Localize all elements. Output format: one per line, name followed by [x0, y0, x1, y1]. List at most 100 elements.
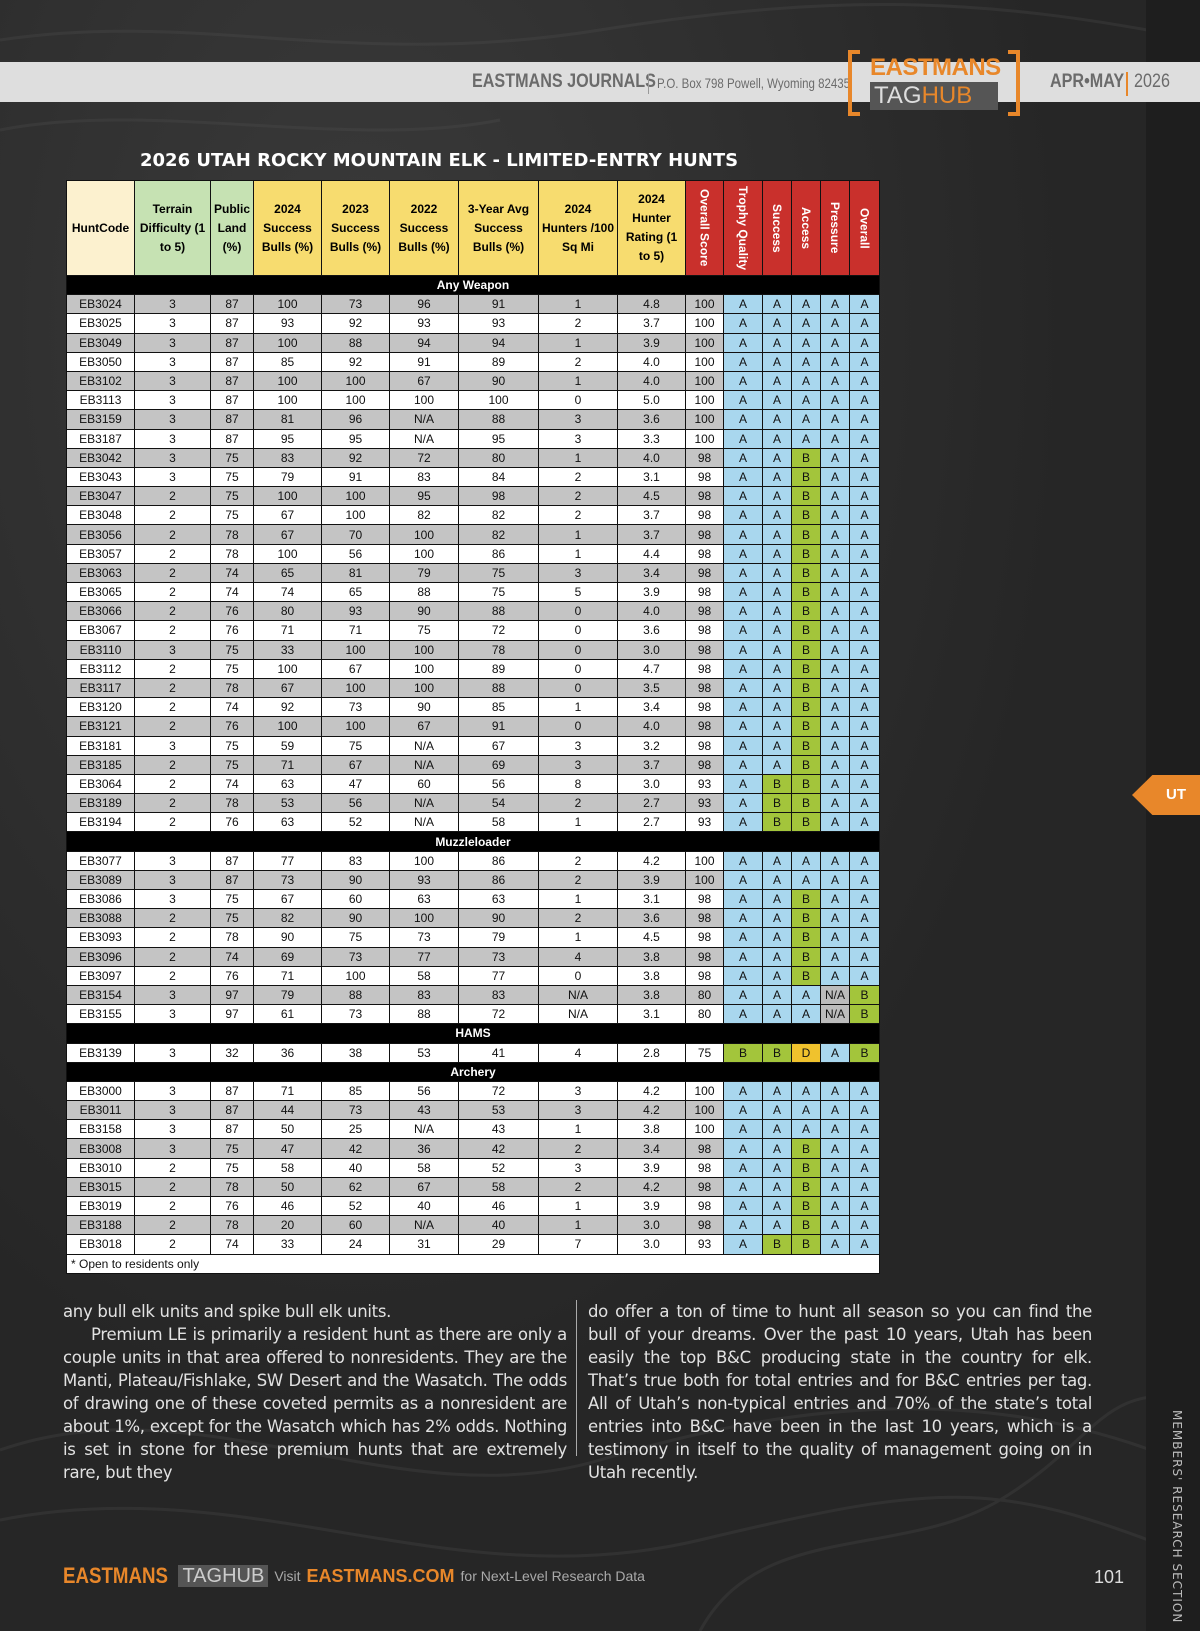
- table-cell: 3: [134, 370, 211, 392]
- grade-cell: A: [762, 869, 792, 891]
- grade-cell: B: [791, 505, 821, 526]
- divider: [1126, 72, 1128, 96]
- table-cell: N/A: [389, 793, 459, 814]
- table-cell: 54: [458, 793, 539, 814]
- table-cell: 83: [389, 466, 459, 488]
- address: P.O. Box 798 Powell, Wyoming 82435: [657, 75, 851, 91]
- hunt-code: EB3113: [66, 390, 135, 411]
- table-cell: 1: [538, 697, 618, 718]
- table-cell: 100: [253, 716, 322, 737]
- page-number: 101: [1094, 1567, 1125, 1587]
- grade-cell: B: [791, 754, 821, 775]
- column-header: Success: [762, 180, 792, 276]
- table-cell: 58: [458, 1176, 539, 1198]
- table-cell: 100: [253, 486, 322, 507]
- grade-cell: A: [762, 620, 792, 641]
- grade-cell: A: [723, 754, 763, 775]
- grade-cell: A: [762, 505, 792, 526]
- column-header-label: Trophy Quality: [736, 185, 750, 270]
- grade-cell: A: [762, 735, 792, 756]
- table-cell: 2: [538, 1138, 618, 1159]
- table-cell: 100: [685, 313, 724, 334]
- table-row: EB3185 2 75 71 67 N/A 69 3 3.7 98 A A B A A: [66, 754, 880, 775]
- footnote-row: * Open to residents only: [66, 1253, 880, 1274]
- grade-cell: A: [791, 1100, 821, 1121]
- table-cell: 100: [685, 390, 724, 411]
- table-cell: 56: [389, 1080, 459, 1102]
- table-cell: 38: [321, 1042, 390, 1063]
- grade-cell: A: [762, 946, 792, 967]
- table-cell: 98: [685, 466, 724, 488]
- table-cell: 4.8: [617, 294, 686, 315]
- table-cell: 1: [538, 1195, 618, 1217]
- body-column-left: any bull elk units and spike bull elk un…: [63, 1300, 567, 1484]
- table-cell: 93: [389, 313, 459, 334]
- table-cell: 2: [134, 562, 211, 584]
- grade-cell: B: [791, 888, 821, 910]
- hunt-code: EB3121: [66, 716, 135, 737]
- grade-cell: A: [723, 965, 763, 986]
- table-cell: 60: [321, 1215, 390, 1236]
- table-cell: 3: [134, 1119, 211, 1140]
- table-cell: 83: [253, 447, 322, 468]
- table-cell: 2: [134, 793, 211, 814]
- table-cell: 87: [210, 332, 254, 353]
- table-cell: 3.9: [617, 332, 686, 353]
- table-cell: 81: [253, 409, 322, 430]
- grade-cell: N/A: [820, 984, 850, 1006]
- table-cell: 93: [389, 869, 459, 891]
- grade-cell: A: [762, 697, 792, 718]
- footer-site-link[interactable]: EASTMANS.COM: [306, 1565, 455, 1586]
- table-cell: 1: [538, 447, 618, 468]
- hunt-code: EB3154: [66, 984, 135, 1006]
- grade-cell: A: [820, 773, 850, 795]
- grade-cell: A: [849, 562, 880, 584]
- table-cell: 65: [253, 562, 322, 584]
- hunt-code: EB3097: [66, 965, 135, 986]
- table-cell: 2: [134, 1234, 211, 1255]
- grade-cell: A: [723, 1157, 763, 1178]
- table-cell: 98: [685, 562, 724, 584]
- table-cell: 76: [210, 1195, 254, 1217]
- grade-cell: A: [820, 908, 850, 929]
- grade-cell: A: [723, 812, 763, 833]
- table-cell: 1: [538, 524, 618, 545]
- table-cell: 78: [210, 793, 254, 814]
- grade-cell: A: [820, 562, 850, 584]
- grade-cell: A: [723, 793, 763, 814]
- hunt-code: EB3019: [66, 1195, 135, 1217]
- table-cell: 95: [458, 428, 539, 449]
- table-cell: 40: [321, 1157, 390, 1178]
- table-cell: 3.7: [617, 524, 686, 545]
- grade-cell: A: [820, 1080, 850, 1102]
- hunt-code: EB3064: [66, 773, 135, 795]
- hunt-code: EB3155: [66, 1004, 135, 1025]
- grade-cell: B: [849, 984, 880, 1006]
- table-cell: 100: [389, 677, 459, 699]
- table-cell: 40: [458, 1215, 539, 1236]
- column-header: Access: [791, 180, 821, 276]
- grade-cell: A: [762, 543, 792, 564]
- table-cell: 3: [134, 639, 211, 660]
- table-cell: 74: [253, 581, 322, 603]
- paragraph: do offer a ton of time to hunt all seaso…: [588, 1302, 1092, 1482]
- table-cell: 90: [458, 370, 539, 392]
- grade-cell: A: [723, 927, 763, 948]
- grade-cell: A: [723, 888, 763, 910]
- hunt-code: EB3056: [66, 524, 135, 545]
- hunt-code: EB3102: [66, 370, 135, 392]
- table-cell: 93: [458, 313, 539, 334]
- grade-cell: A: [820, 294, 850, 315]
- grade-cell: B: [791, 1215, 821, 1236]
- table-cell: 3: [134, 1080, 211, 1102]
- table-cell: 75: [210, 888, 254, 910]
- table-row: EB3158 3 87 50 25 N/A 43 1 3.8 100 A A A A A: [66, 1119, 880, 1140]
- table-cell: 98: [685, 1195, 724, 1217]
- grade-cell: B: [849, 1004, 880, 1025]
- grade-cell: A: [849, 1100, 880, 1121]
- table-cell: 2: [134, 946, 211, 967]
- table-cell: 90: [389, 601, 459, 622]
- table-cell: 98: [685, 1215, 724, 1236]
- table-cell: 2: [134, 716, 211, 737]
- table-cell: 60: [389, 773, 459, 795]
